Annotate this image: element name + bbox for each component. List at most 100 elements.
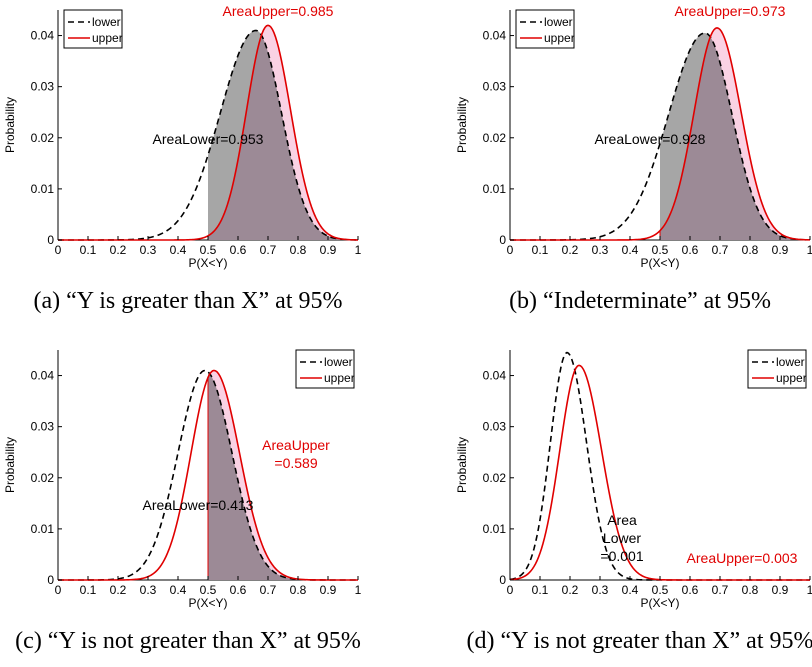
y-tick-label: 0.02 <box>31 131 55 145</box>
x-tick-label: 0.7 <box>712 583 729 597</box>
x-axis-label: P(X<Y) <box>640 256 679 270</box>
x-tick-label: 1 <box>807 243 812 257</box>
y-tick-label: 0 <box>499 573 506 587</box>
y-tick-label: 0 <box>499 233 506 247</box>
annotation: AreaUpper=0.003 <box>687 550 798 566</box>
plot-area: 0 0.1 0.2 0.3 0.4 0.5 0.6 0.7 0.8 0.9 1 0 0.01 0.02 0.… <box>455 3 812 270</box>
x-tick-label: 0.8 <box>290 243 307 257</box>
x-tick-label: 0.5 <box>652 583 669 597</box>
x-tick-label: 0.6 <box>682 243 699 257</box>
plot-area: 0 0.1 0.2 0.3 0.4 0.5 0.6 0.7 0.8 0.9 1 0 0.01 0.02 0.… <box>3 349 362 610</box>
legend-label-lower: lower <box>92 15 121 29</box>
legend: lower upper <box>747 349 807 389</box>
annotation: Lower <box>603 530 641 546</box>
panel-caption: (b) “Indeterminate” at 95% <box>509 288 771 314</box>
annotation: =0.589 <box>274 455 317 471</box>
annotation: AreaUpper=0.985 <box>223 3 334 19</box>
x-tick-label: 0 <box>55 243 62 257</box>
x-tick-label: 0.7 <box>260 243 277 257</box>
x-tick-label: 0.1 <box>532 583 549 597</box>
y-tick-label: 0.01 <box>31 182 55 196</box>
annotation: AreaLower=0.413 <box>143 497 254 513</box>
x-tick-label: 0.1 <box>80 583 97 597</box>
y-tick-label: 0.02 <box>483 131 507 145</box>
x-tick-label: 0.8 <box>742 583 759 597</box>
panel-d: 0 0.1 0.2 0.3 0.4 0.5 0.6 0.7 0.8 0.9 1 0 0.01 0.02 0.… <box>455 349 812 654</box>
x-tick-label: 0.8 <box>742 243 759 257</box>
y-tick-label: 0.04 <box>31 369 55 383</box>
x-tick-label: 0.3 <box>592 583 609 597</box>
legend: lower upper <box>295 349 355 389</box>
legend-label-upper: upper <box>324 371 355 385</box>
x-tick-label: 0.2 <box>562 243 579 257</box>
x-tick-label: 0.8 <box>290 583 307 597</box>
y-axis-label: Probability <box>3 437 17 493</box>
area-overlap <box>660 38 810 240</box>
y-tick-label: 0.01 <box>483 522 507 536</box>
series-upper-line <box>58 24 359 241</box>
x-axis-label: P(X<Y) <box>640 596 679 610</box>
x-tick-label: 0.2 <box>110 243 127 257</box>
annotation: =0.001 <box>600 548 643 564</box>
y-axis-label: Probability <box>455 97 469 153</box>
legend-label-upper: upper <box>544 31 575 45</box>
series-upper-line <box>510 27 811 241</box>
x-tick-label: 0.7 <box>712 243 729 257</box>
y-tick-label: 0.04 <box>483 29 507 43</box>
annotation: Area <box>607 512 637 528</box>
y-tick-label: 0.04 <box>483 369 507 383</box>
legend-box <box>515 9 575 49</box>
x-tick-label: 0.6 <box>682 583 699 597</box>
x-tick-label: 0.5 <box>652 243 669 257</box>
y-tick-label: 0.03 <box>483 420 507 434</box>
panel-c: 0 0.1 0.2 0.3 0.4 0.5 0.6 0.7 0.8 0.9 1 0 0.01 0.02 0.… <box>3 349 362 654</box>
y-tick-label: 0.02 <box>31 471 55 485</box>
annotation: AreaLower=0.928 <box>595 131 706 147</box>
annotation: AreaUpper=0.973 <box>675 3 786 19</box>
x-tick-label: 0.5 <box>200 243 217 257</box>
x-tick-label: 1 <box>807 583 812 597</box>
legend-label-lower: lower <box>776 355 805 369</box>
y-axis-label: Probability <box>3 97 17 153</box>
x-tick-label: 0 <box>55 583 62 597</box>
x-tick-label: 0.3 <box>140 243 157 257</box>
x-tick-label: 0.6 <box>230 243 247 257</box>
legend: lower upper <box>515 9 575 49</box>
x-tick-label: 0.1 <box>80 243 97 257</box>
area-overlap <box>208 374 358 580</box>
x-tick-label: 0.9 <box>772 583 789 597</box>
x-tick-label: 0.4 <box>622 583 639 597</box>
series-upper-line <box>509 364 810 581</box>
y-tick-label: 0.03 <box>483 80 507 94</box>
x-tick-label: 0.1 <box>532 243 549 257</box>
legend: lower upper <box>63 9 123 49</box>
x-tick-label: 0 <box>507 243 514 257</box>
legend-box <box>747 349 807 389</box>
plot-area: 0 0.1 0.2 0.3 0.4 0.5 0.6 0.7 0.8 0.9 1 0 0.01 0.02 0.… <box>455 349 812 610</box>
legend-box <box>295 349 355 389</box>
legend-box <box>63 9 123 49</box>
legend-label-upper: upper <box>92 31 123 45</box>
x-tick-label: 0.2 <box>110 583 127 597</box>
x-tick-label: 0.4 <box>170 243 187 257</box>
y-tick-label: 0.03 <box>31 80 55 94</box>
y-tick-label: 0 <box>47 233 54 247</box>
x-axis-label: P(X<Y) <box>188 256 227 270</box>
x-tick-label: 0.4 <box>622 243 639 257</box>
y-tick-label: 0.04 <box>31 29 55 43</box>
x-tick-label: 0.6 <box>230 583 247 597</box>
x-tick-label: 0.3 <box>592 243 609 257</box>
y-tick-label: 0.03 <box>31 420 55 434</box>
x-tick-label: 0.9 <box>772 243 789 257</box>
y-tick-label: 0.02 <box>483 471 507 485</box>
x-tick-label: 0.4 <box>170 583 187 597</box>
x-tick-label: 0.7 <box>260 583 277 597</box>
x-tick-label: 0.9 <box>320 243 337 257</box>
x-tick-label: 1 <box>355 243 362 257</box>
y-axis-label: Probability <box>455 437 469 493</box>
x-tick-label: 0.9 <box>320 583 337 597</box>
panel-caption: (c) “Y is not greater than X” at 95% <box>15 628 361 654</box>
panel-caption: (d) “Y is not greater than X” at 95% <box>467 628 812 654</box>
panel-b: 0 0.1 0.2 0.3 0.4 0.5 0.6 0.7 0.8 0.9 1 0 0.01 0.02 0.… <box>455 3 812 314</box>
